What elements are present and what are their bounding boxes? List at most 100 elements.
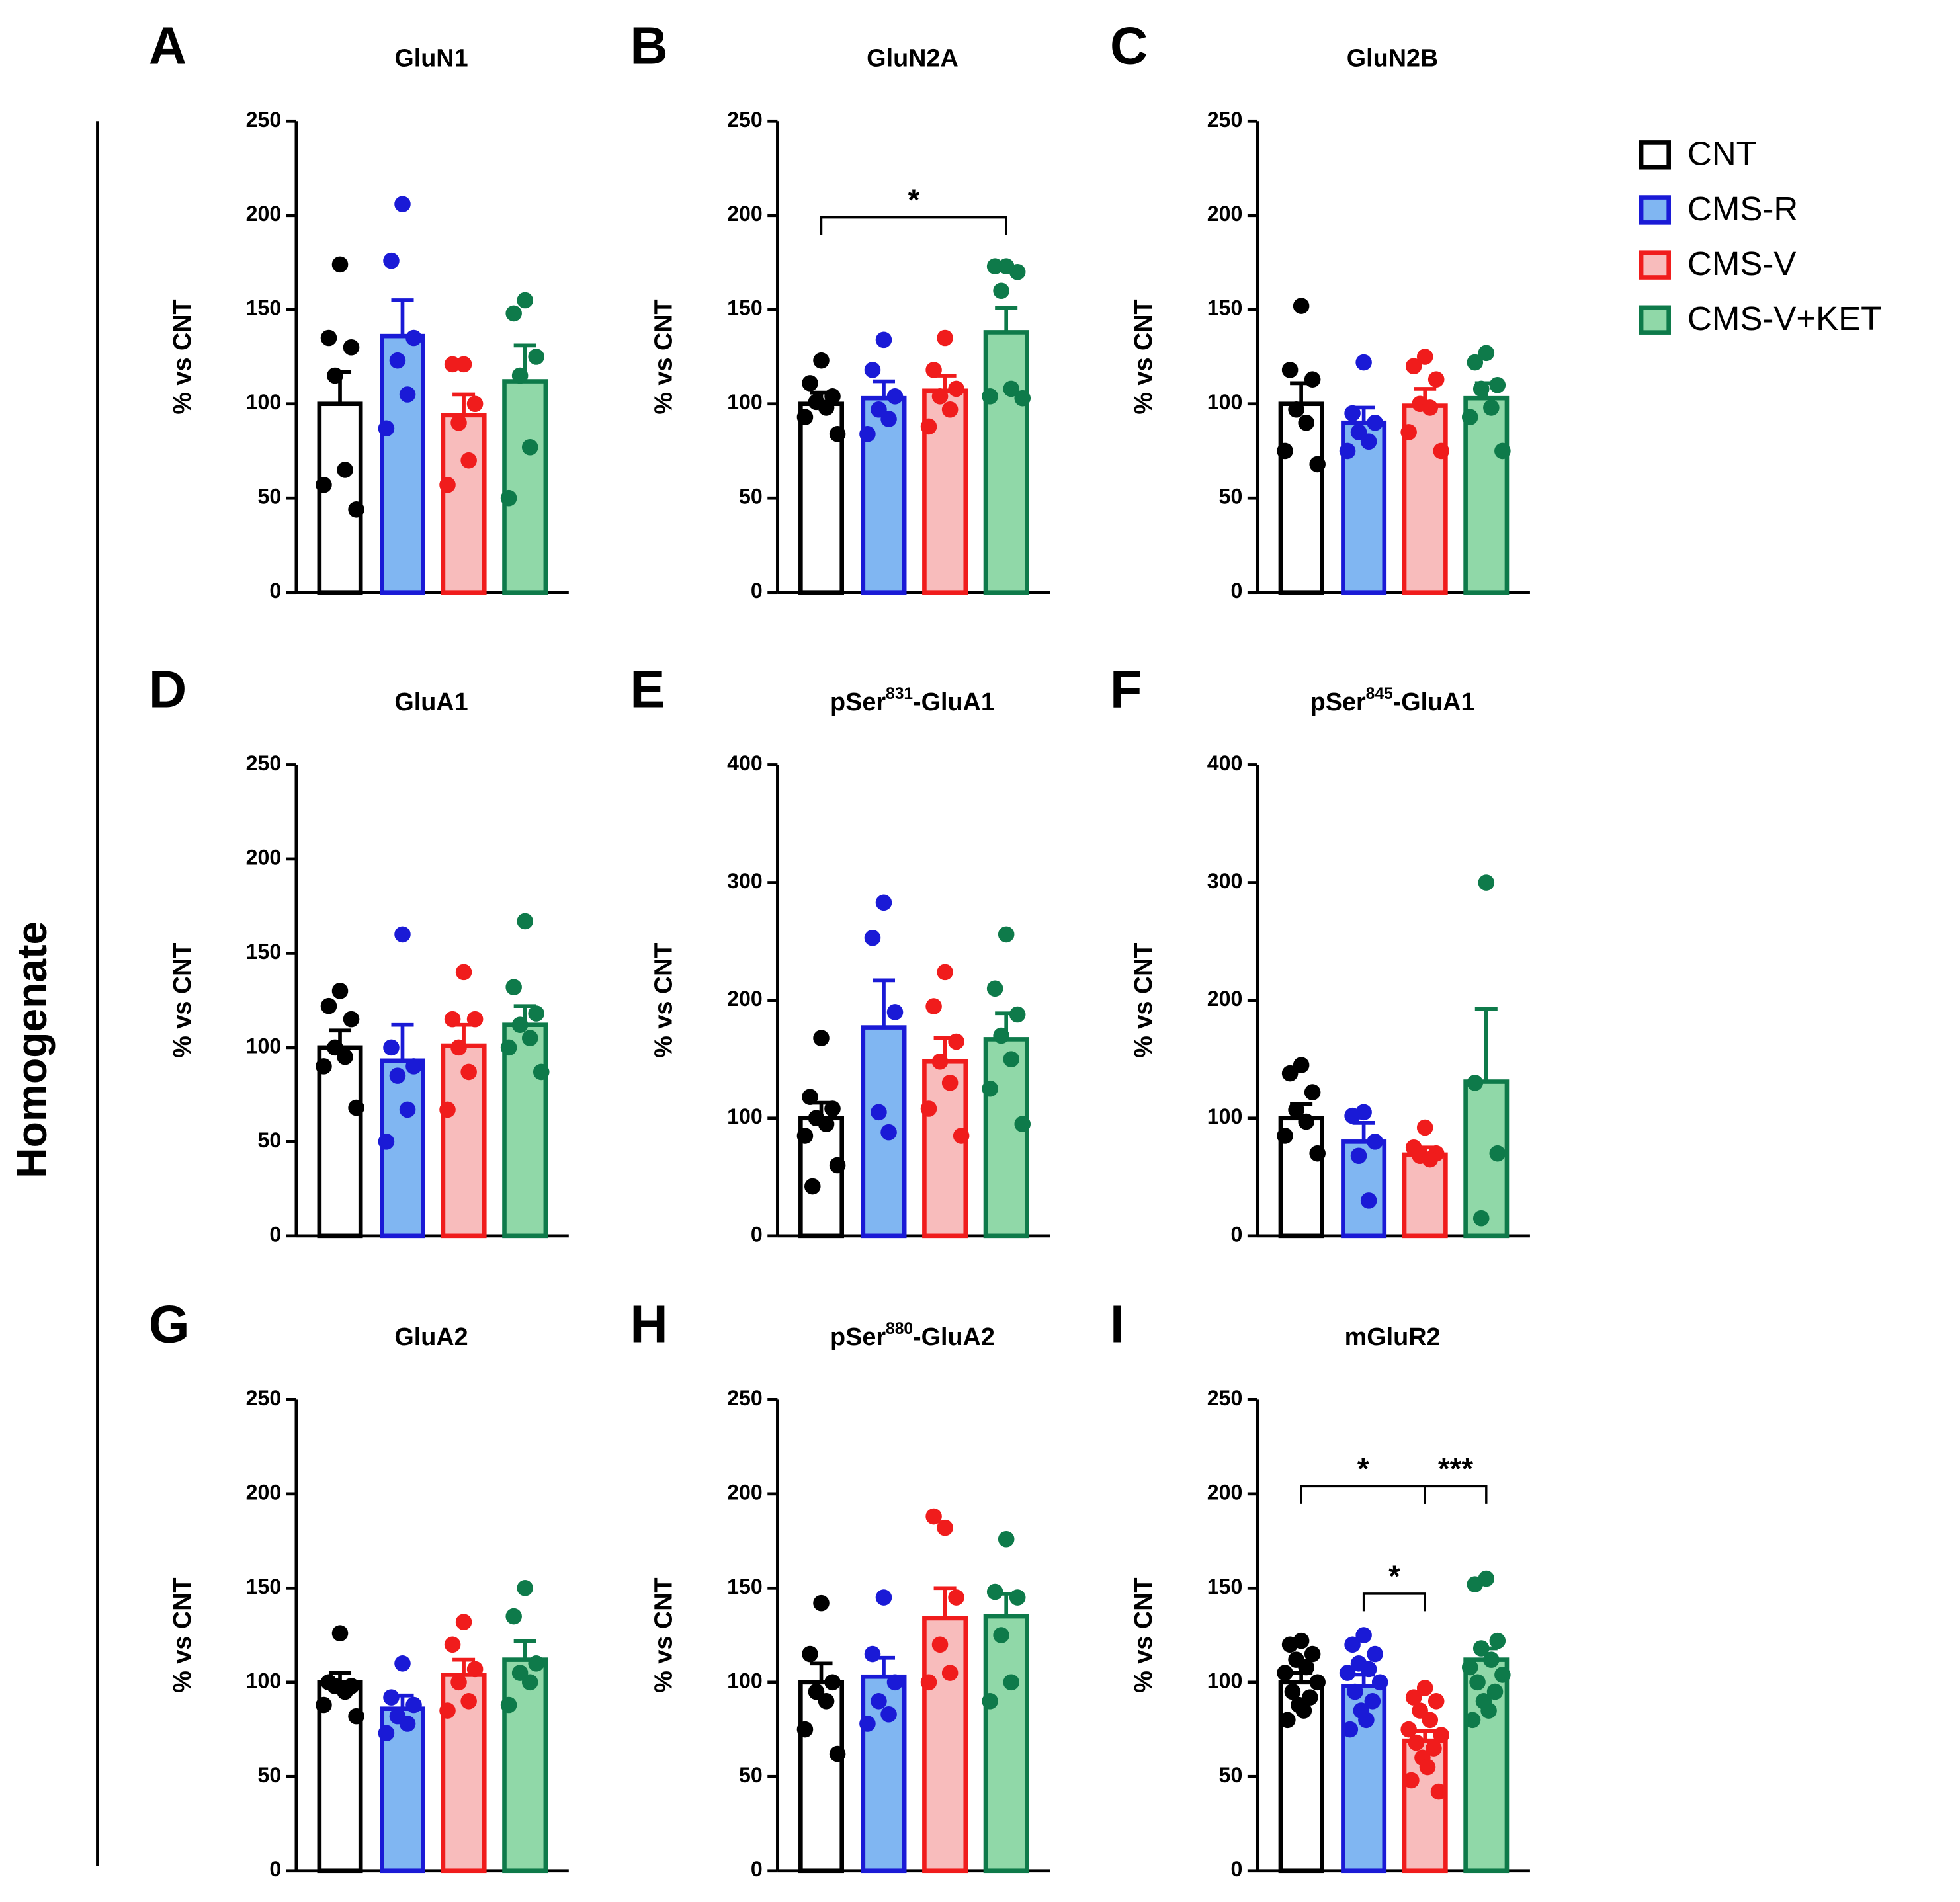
bar bbox=[380, 333, 425, 595]
title-part: GluA2 bbox=[394, 1323, 468, 1351]
panel-title: pSer880-GluA2 bbox=[830, 1320, 995, 1351]
y-tick-label: 200 bbox=[1207, 202, 1243, 226]
data-point bbox=[327, 367, 343, 384]
y-tick-label: 0 bbox=[751, 579, 763, 602]
y-tick-label: 200 bbox=[727, 1480, 763, 1504]
title-part: pSer bbox=[1310, 688, 1366, 716]
data-point bbox=[444, 1636, 461, 1653]
data-point bbox=[886, 388, 904, 405]
data-point bbox=[444, 1011, 461, 1028]
data-point bbox=[521, 1674, 538, 1691]
error-bar bbox=[872, 379, 896, 399]
y-tick-label: 250 bbox=[246, 751, 282, 775]
data-point bbox=[931, 1636, 949, 1653]
significance-bracket bbox=[1362, 1592, 1426, 1612]
y-tick-label: 300 bbox=[727, 869, 763, 893]
data-point bbox=[1009, 263, 1026, 280]
data-point bbox=[875, 894, 892, 911]
bar bbox=[502, 379, 548, 595]
data-point bbox=[1355, 1627, 1372, 1643]
data-point bbox=[1347, 1683, 1363, 1700]
data-point bbox=[829, 426, 846, 442]
data-point bbox=[1489, 376, 1506, 393]
data-point bbox=[1400, 1721, 1417, 1738]
data-point bbox=[1467, 1576, 1484, 1592]
data-point bbox=[1355, 354, 1372, 371]
data-point bbox=[859, 426, 876, 442]
bar bbox=[1402, 1152, 1448, 1239]
data-point bbox=[1014, 390, 1031, 407]
panel-letter: I bbox=[1110, 1295, 1125, 1354]
data-point bbox=[394, 196, 411, 212]
data-point bbox=[521, 438, 538, 456]
y-tick-label: 0 bbox=[269, 579, 281, 602]
data-point bbox=[1277, 1665, 1293, 1681]
data-point bbox=[1422, 1712, 1439, 1729]
data-point bbox=[1003, 380, 1020, 397]
data-point bbox=[1426, 1740, 1442, 1757]
data-point bbox=[824, 1100, 841, 1117]
y-tick-label: 100 bbox=[246, 1669, 282, 1692]
data-point bbox=[818, 1693, 835, 1710]
data-point bbox=[1309, 1674, 1326, 1691]
data-point bbox=[1367, 1134, 1383, 1150]
bar bbox=[317, 1045, 363, 1239]
data-point bbox=[500, 1696, 517, 1714]
error-bar bbox=[452, 1657, 476, 1675]
y-tick-label: 0 bbox=[269, 1222, 281, 1246]
data-point bbox=[331, 1625, 349, 1641]
bar bbox=[1463, 395, 1510, 595]
data-point bbox=[1339, 1665, 1356, 1681]
data-point bbox=[986, 258, 1003, 274]
panel-title: GluN2A bbox=[867, 45, 959, 73]
data-point bbox=[937, 964, 953, 981]
y-tick-label: 150 bbox=[246, 940, 282, 964]
data-point bbox=[1478, 345, 1495, 362]
data-point bbox=[824, 1674, 841, 1691]
data-point bbox=[337, 1683, 353, 1700]
data-point bbox=[466, 1011, 484, 1028]
data-point bbox=[500, 489, 517, 507]
data-point bbox=[511, 367, 529, 384]
data-point bbox=[1304, 1084, 1321, 1100]
data-point bbox=[1277, 442, 1293, 460]
data-point bbox=[389, 1067, 406, 1084]
title-part: 845 bbox=[1366, 685, 1393, 703]
data-point bbox=[829, 1157, 846, 1174]
data-point bbox=[941, 401, 959, 418]
title-part: pSer bbox=[830, 688, 886, 716]
data-point bbox=[1344, 1107, 1361, 1124]
panel-title: GluA2 bbox=[394, 1323, 468, 1351]
data-point bbox=[1400, 424, 1417, 440]
legend-label: CMS-R bbox=[1687, 190, 1798, 227]
data-point bbox=[343, 1011, 360, 1028]
data-point bbox=[925, 362, 942, 378]
y-tick-label: 50 bbox=[739, 485, 763, 509]
data-point bbox=[982, 388, 998, 405]
y-tick-label: 0 bbox=[751, 1857, 763, 1881]
data-point bbox=[505, 979, 522, 995]
data-point bbox=[948, 1589, 964, 1606]
data-point bbox=[993, 1627, 1009, 1643]
data-point bbox=[1403, 1772, 1420, 1789]
data-point bbox=[880, 1706, 897, 1723]
data-point bbox=[948, 1033, 964, 1050]
data-point bbox=[511, 1016, 529, 1033]
data-point bbox=[1467, 1075, 1484, 1091]
significance-bracket bbox=[820, 216, 1007, 235]
data-point bbox=[466, 395, 484, 413]
data-point bbox=[1416, 1680, 1433, 1696]
data-point bbox=[439, 1101, 456, 1118]
panel-letter: H bbox=[630, 1295, 667, 1354]
y-tick-label: 200 bbox=[727, 202, 763, 226]
data-point bbox=[1486, 1683, 1504, 1700]
error-bar bbox=[810, 1661, 833, 1682]
data-point bbox=[1350, 1147, 1367, 1165]
data-point bbox=[925, 998, 942, 1014]
data-point bbox=[331, 256, 349, 273]
data-point bbox=[986, 1583, 1003, 1600]
panel-letter: E bbox=[630, 660, 665, 719]
bar bbox=[1278, 1116, 1324, 1239]
title-part: GluA1 bbox=[394, 688, 468, 716]
data-point bbox=[316, 476, 332, 493]
